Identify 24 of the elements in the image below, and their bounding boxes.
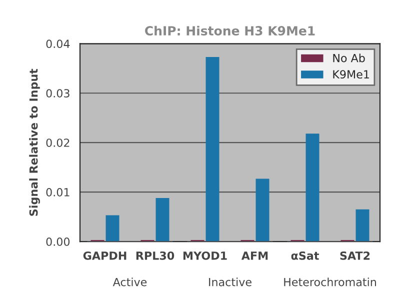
bar: [356, 209, 370, 242]
y-tick-label: 0.02: [46, 138, 70, 147]
y-tick-label: 0.00: [46, 238, 70, 246]
text: Heterochromatin: [284, 278, 376, 286]
x-tick-label: SAT2: [340, 251, 370, 260]
y-tick-label: 0.03: [46, 89, 70, 98]
x-tick-label: αSat: [291, 251, 319, 260]
text: Inactive: [209, 278, 252, 286]
y-tick-label: 0.04: [46, 40, 70, 48]
bar: [206, 57, 220, 242]
y-tick-label: 0.01: [46, 188, 70, 196]
bar: [106, 215, 120, 242]
x-tick-label: AFM: [241, 252, 268, 260]
legend-label: K9Me1: [333, 70, 369, 79]
x-tick-label: GAPDH: [83, 251, 126, 260]
bar: [256, 178, 270, 242]
y-axis-title: Signal Relative to Input: [29, 68, 40, 216]
text: Active: [112, 278, 147, 286]
x-tick-label: RPL30: [136, 251, 174, 260]
bar: [306, 134, 320, 242]
chart-title: ChIP: Histone H3 K9Me1: [145, 26, 315, 36]
x-tick-label: MYOD1: [183, 251, 227, 260]
legend-label: No Ab: [333, 54, 365, 62]
bar: [156, 198, 170, 242]
